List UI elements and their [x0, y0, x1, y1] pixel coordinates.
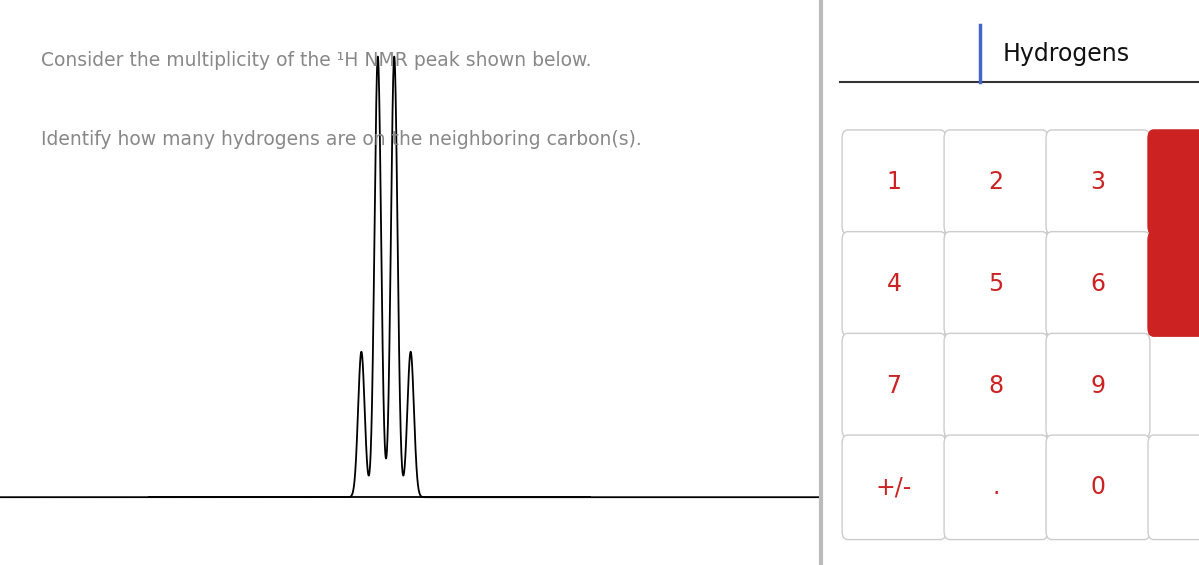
- FancyBboxPatch shape: [1147, 130, 1199, 234]
- Text: Hydrogens: Hydrogens: [1002, 42, 1129, 66]
- FancyBboxPatch shape: [1147, 232, 1199, 336]
- Text: 5: 5: [988, 272, 1004, 296]
- FancyBboxPatch shape: [944, 130, 1048, 234]
- Text: 2: 2: [988, 170, 1004, 194]
- FancyBboxPatch shape: [944, 435, 1048, 540]
- Text: 3: 3: [1090, 170, 1105, 194]
- FancyBboxPatch shape: [1046, 333, 1150, 438]
- Text: Identify how many hydrogens are on the neighboring carbon(s).: Identify how many hydrogens are on the n…: [41, 130, 641, 149]
- FancyBboxPatch shape: [944, 333, 1048, 438]
- FancyBboxPatch shape: [1046, 435, 1150, 540]
- Text: +/-: +/-: [876, 475, 912, 499]
- Text: 9: 9: [1090, 373, 1105, 398]
- FancyBboxPatch shape: [944, 232, 1048, 336]
- FancyBboxPatch shape: [842, 232, 946, 336]
- FancyBboxPatch shape: [842, 130, 946, 234]
- Text: .: .: [993, 475, 1000, 499]
- Text: 1: 1: [886, 170, 902, 194]
- Text: 6: 6: [1090, 272, 1105, 296]
- Text: 7: 7: [886, 373, 902, 398]
- Text: 0: 0: [1090, 475, 1105, 499]
- FancyBboxPatch shape: [842, 333, 946, 438]
- FancyBboxPatch shape: [1147, 435, 1199, 540]
- FancyBboxPatch shape: [1046, 232, 1150, 336]
- Text: 8: 8: [988, 373, 1004, 398]
- Text: Consider the multiplicity of the ¹H NMR peak shown below.: Consider the multiplicity of the ¹H NMR …: [41, 51, 591, 70]
- FancyBboxPatch shape: [842, 435, 946, 540]
- Text: 4: 4: [886, 272, 902, 296]
- FancyBboxPatch shape: [1046, 130, 1150, 234]
